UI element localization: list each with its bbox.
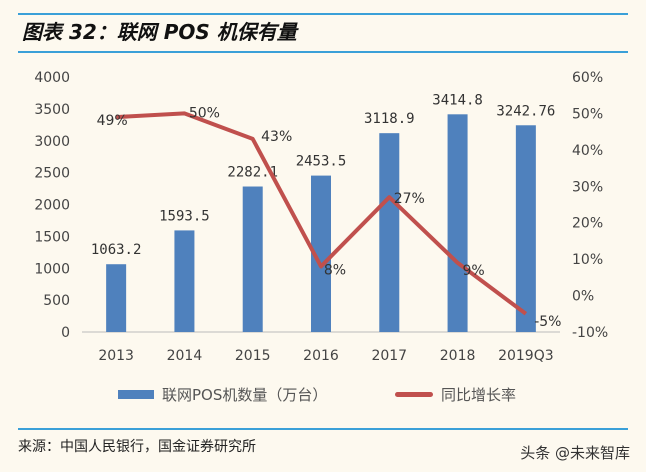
line-data-label: 50% [189, 105, 220, 121]
left-tick-label: 3000 [34, 134, 70, 150]
bar-data-label: 2282.1 [227, 165, 278, 181]
legend-item-bars: 联网POS机数量（万台） [118, 384, 327, 405]
left-tick-label: 4000 [34, 70, 70, 86]
chart: 0 500 1000 1500 2000 2500 3000 3500 4000 -10% 0% 10… [34, 70, 608, 364]
bar [447, 114, 468, 332]
right-tick-label: 0% [572, 289, 594, 305]
legend-swatch-bars [118, 390, 154, 399]
line-data-label: 9% [462, 263, 484, 279]
left-tick-label: 2000 [34, 198, 70, 214]
x-tick-label: 2015 [235, 348, 271, 364]
source-note: 来源：中国人民银行，国金证券研究所 [18, 439, 256, 455]
right-tick-label: 50% [572, 106, 603, 122]
x-tick-label: 2019Q3 [498, 348, 554, 364]
bar [242, 186, 263, 332]
x-tick-label: 2014 [167, 348, 203, 364]
legend-label-bars: 联网POS机数量（万台） [162, 386, 328, 404]
right-tick-label: 10% [572, 252, 603, 268]
bar-data-label: 3414.8 [432, 92, 483, 108]
bar [379, 133, 400, 332]
left-tick-label: 500 [43, 293, 70, 309]
bar [515, 125, 536, 332]
left-tick-label: 1000 [34, 261, 70, 277]
line-data-label: 8% [324, 262, 346, 278]
x-tick-label: 2017 [371, 348, 407, 364]
bar-data-label: 1593.5 [159, 208, 210, 224]
legend-item-line: 同比增长率 [395, 384, 516, 405]
right-tick-label: 20% [572, 216, 603, 232]
right-tick-label: -10% [572, 325, 608, 341]
bar [106, 264, 127, 332]
left-tick-label: 0 [61, 325, 70, 341]
line-data-label: 43% [261, 129, 292, 145]
line-data-label: 27% [394, 191, 425, 207]
top-rule [18, 13, 628, 15]
left-tick-label: 1500 [34, 229, 70, 245]
left-tick-label: 2500 [34, 166, 70, 182]
x-tick-label: 2016 [303, 348, 339, 364]
right-tick-label: 60% [572, 70, 603, 86]
line-data-label: 49% [97, 113, 128, 129]
bar-data-label: 3118.9 [364, 111, 415, 127]
bar [311, 175, 331, 332]
bar-data-label: 3242.76 [496, 103, 555, 119]
bar-data-label: 1063.2 [91, 242, 142, 258]
figure-title: 图表 32：联网 POS 机保有量 [22, 20, 297, 44]
x-tick-label: 2018 [440, 348, 476, 364]
right-tick-label: 30% [572, 179, 603, 195]
bottom-rule [18, 428, 628, 430]
watermark: 头条 @未来智库 [520, 444, 630, 462]
title-rule [18, 51, 628, 53]
legend-swatch-line [395, 392, 433, 397]
bar [174, 230, 195, 332]
line-data-label: -5% [534, 314, 561, 330]
legend-label-line: 同比增长率 [441, 386, 517, 404]
left-tick-label: 3500 [34, 102, 70, 118]
x-tick-label: 2013 [98, 348, 134, 364]
bar-data-label: 2453.5 [296, 154, 347, 170]
right-tick-label: 40% [572, 143, 603, 159]
